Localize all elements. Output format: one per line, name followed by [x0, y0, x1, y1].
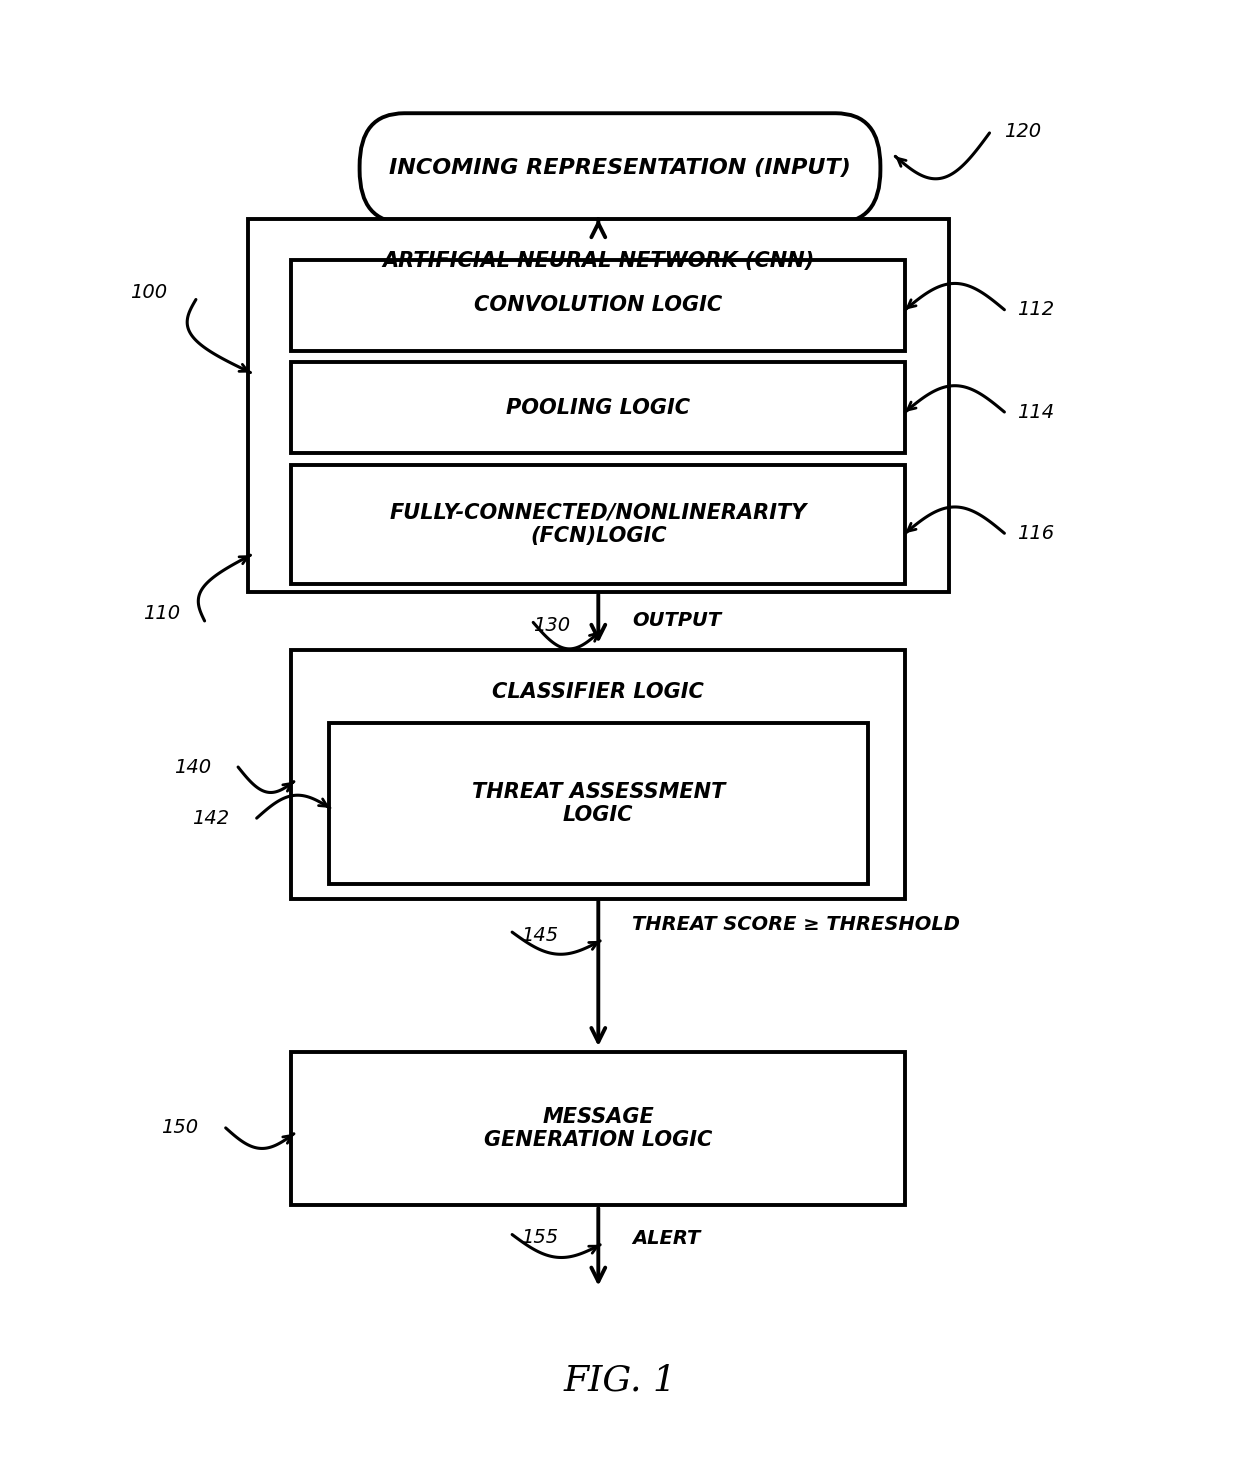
Text: 110: 110: [143, 603, 180, 624]
Text: 116: 116: [1017, 523, 1054, 543]
Text: FULLY-CONNECTED/NONLINERARITY
(FCN)LOGIC: FULLY-CONNECTED/NONLINERARITY (FCN)LOGIC: [389, 503, 807, 546]
Text: CONVOLUTION LOGIC: CONVOLUTION LOGIC: [474, 295, 723, 316]
Text: 130: 130: [533, 615, 570, 636]
Text: 145: 145: [521, 925, 558, 945]
Text: 142: 142: [192, 808, 229, 828]
Text: ALERT: ALERT: [632, 1229, 701, 1249]
Text: 100: 100: [130, 282, 167, 302]
Text: MESSAGE
GENERATION LOGIC: MESSAGE GENERATION LOGIC: [484, 1107, 713, 1150]
Text: 114: 114: [1017, 402, 1054, 422]
FancyBboxPatch shape: [291, 1052, 905, 1205]
Text: POOLING LOGIC: POOLING LOGIC: [506, 397, 691, 418]
Text: OUTPUT: OUTPUT: [632, 611, 722, 631]
FancyBboxPatch shape: [360, 114, 880, 222]
Text: INCOMING REPRESENTATION (INPUT): INCOMING REPRESENTATION (INPUT): [389, 158, 851, 178]
Text: 140: 140: [174, 757, 211, 777]
FancyBboxPatch shape: [291, 362, 905, 453]
FancyBboxPatch shape: [291, 260, 905, 351]
Text: 120: 120: [1004, 121, 1042, 142]
Text: 155: 155: [521, 1227, 558, 1248]
FancyBboxPatch shape: [291, 465, 905, 584]
FancyBboxPatch shape: [248, 219, 949, 592]
FancyBboxPatch shape: [291, 650, 905, 899]
FancyBboxPatch shape: [329, 723, 868, 884]
Text: CLASSIFIER LOGIC: CLASSIFIER LOGIC: [492, 682, 704, 703]
Text: THREAT ASSESSMENT
LOGIC: THREAT ASSESSMENT LOGIC: [471, 782, 725, 825]
Text: THREAT SCORE ≥ THRESHOLD: THREAT SCORE ≥ THRESHOLD: [632, 915, 961, 935]
Text: FIG. 1: FIG. 1: [563, 1363, 677, 1398]
Text: 112: 112: [1017, 300, 1054, 320]
Text: ARTIFICIAL NEURAL NETWORK (CNN): ARTIFICIAL NEURAL NETWORK (CNN): [382, 251, 815, 272]
Text: 150: 150: [161, 1118, 198, 1138]
